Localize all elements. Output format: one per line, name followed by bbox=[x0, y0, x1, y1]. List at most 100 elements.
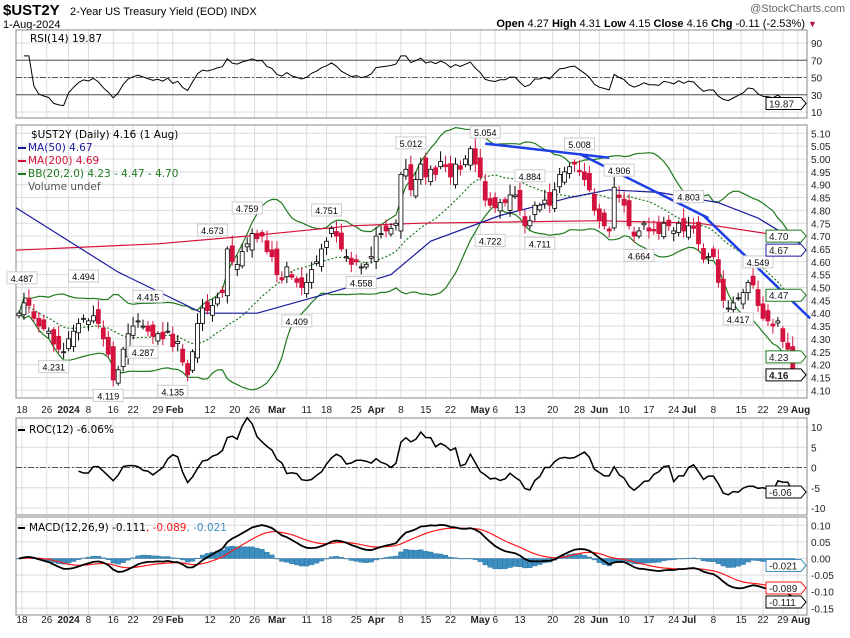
date-tick-label: Mar bbox=[268, 405, 286, 416]
candle-body bbox=[249, 233, 255, 251]
price-annotation: 4.487 bbox=[6, 271, 38, 285]
macd-histogram-bar bbox=[145, 554, 151, 559]
candle-body bbox=[200, 307, 205, 324]
macd-histogram-bar bbox=[661, 558, 667, 562]
macd-histogram-bar bbox=[244, 546, 250, 559]
candle-body bbox=[641, 222, 647, 226]
annotation-box bbox=[6, 271, 38, 285]
candle-body bbox=[219, 289, 225, 294]
candle-body bbox=[482, 181, 488, 201]
price-axis-label: 4.90 bbox=[811, 181, 831, 192]
date-tick-label: 18 bbox=[321, 615, 333, 626]
date-tick-label: 15 bbox=[420, 405, 432, 416]
macd-histogram-bar bbox=[304, 558, 310, 567]
price-legend-label: $UST2Y (Daily) 4.16 (1 Aug) bbox=[31, 129, 178, 141]
price-axis-label: 4.95 bbox=[811, 168, 831, 179]
annotation-box bbox=[722, 312, 754, 326]
candle-body bbox=[691, 225, 696, 229]
macd-histogram-bar bbox=[95, 556, 101, 559]
candle-body bbox=[155, 333, 161, 342]
macd-histogram-bar bbox=[755, 558, 761, 561]
candle-body bbox=[264, 240, 270, 252]
date-tick-label: 18 bbox=[16, 405, 28, 416]
macd-histogram-bar bbox=[666, 558, 672, 561]
macd-histogram-bar bbox=[333, 556, 340, 559]
price-annotation: 4.558 bbox=[345, 276, 377, 290]
candle-body bbox=[150, 324, 156, 337]
date-tick-label: 11 bbox=[301, 405, 312, 416]
value-tag-box bbox=[765, 558, 807, 572]
annotation-box bbox=[92, 388, 124, 402]
annotation-box bbox=[514, 169, 546, 183]
candle-body bbox=[785, 342, 791, 350]
ohlc-summary: Open 4.27 High 4.31 Low 4.15 Close 4.16 … bbox=[496, 18, 817, 30]
low-label: Low bbox=[604, 18, 626, 30]
date-tick-label: 17 bbox=[643, 615, 655, 626]
macd-histogram-bar bbox=[299, 558, 305, 567]
macd-histogram-bar bbox=[700, 558, 707, 562]
roc-axis-label: 10 bbox=[811, 423, 823, 434]
annotation-box bbox=[469, 125, 501, 139]
macd-histogram-bar bbox=[80, 557, 87, 559]
macd-histogram-bar bbox=[403, 549, 409, 559]
candle-body bbox=[418, 163, 424, 180]
candle-body bbox=[71, 330, 76, 348]
candle-body bbox=[279, 277, 285, 281]
panel-frame bbox=[15, 29, 808, 119]
macd-histogram-bar bbox=[497, 558, 503, 570]
macd-histogram-bar bbox=[309, 558, 315, 566]
macd-histogram-bar bbox=[745, 558, 751, 563]
price-axis-label: 5.05 bbox=[811, 142, 831, 153]
candle-body bbox=[681, 218, 687, 232]
macd-histogram-bar bbox=[651, 558, 657, 563]
roc-legend: ROC(12) -6.06% bbox=[18, 424, 114, 436]
macd-histogram-bar bbox=[264, 551, 270, 559]
date-tick-label: 8 bbox=[711, 615, 717, 626]
brand-watermark: @StockCharts.com bbox=[750, 3, 845, 15]
candle-body bbox=[195, 323, 200, 359]
annotation-box bbox=[196, 223, 228, 237]
candle-body bbox=[383, 225, 389, 232]
annotation-label: 4.673 bbox=[201, 226, 224, 236]
date-tick-label: 8 bbox=[398, 405, 404, 416]
price-axis-label: 4.20 bbox=[811, 361, 831, 372]
annotation-box bbox=[231, 201, 263, 215]
candle-body bbox=[611, 186, 617, 229]
candle-body bbox=[636, 230, 642, 237]
macd-histogram-bar bbox=[512, 558, 518, 567]
price-axis-label: 4.45 bbox=[811, 296, 831, 307]
date-tick-label: May bbox=[471, 615, 491, 626]
candle-body bbox=[115, 369, 121, 384]
macd-histogram-bar bbox=[681, 558, 687, 560]
candle-body bbox=[458, 165, 463, 170]
candle-body bbox=[492, 197, 498, 209]
candle-body bbox=[775, 320, 781, 324]
value-tag-label: -6.06 bbox=[769, 488, 792, 499]
annotation-label: 4.487 bbox=[11, 274, 34, 284]
date-tick-label: 26 bbox=[41, 615, 53, 626]
candle-body bbox=[770, 323, 776, 327]
candle-body bbox=[666, 219, 672, 227]
macd-histogram-bar bbox=[150, 555, 156, 559]
candle-body bbox=[552, 189, 558, 209]
candle-body bbox=[587, 172, 592, 191]
trendline bbox=[485, 142, 610, 159]
annotation-label: 4.119 bbox=[97, 391, 119, 401]
date-tick-label: Apr bbox=[368, 615, 385, 626]
price-axis-label: 4.85 bbox=[811, 194, 831, 205]
date-tick-label: 29 bbox=[152, 615, 164, 626]
date-tick-label: 20 bbox=[229, 405, 241, 416]
macd-histogram-bar bbox=[110, 558, 116, 564]
price-axis-label: 4.80 bbox=[811, 206, 831, 217]
value-tag-box bbox=[765, 485, 807, 499]
candle-body bbox=[244, 243, 250, 248]
annotation-label: 4.884 bbox=[519, 172, 542, 182]
date-tick-label: 17 bbox=[643, 405, 655, 416]
candle-body bbox=[562, 171, 567, 183]
value-tag-box bbox=[765, 368, 807, 382]
candle-body bbox=[100, 327, 106, 340]
macd-histogram-bar bbox=[671, 558, 677, 560]
candle-body bbox=[86, 320, 91, 325]
candle-body bbox=[299, 277, 305, 288]
macd-histogram-bar bbox=[740, 558, 746, 565]
